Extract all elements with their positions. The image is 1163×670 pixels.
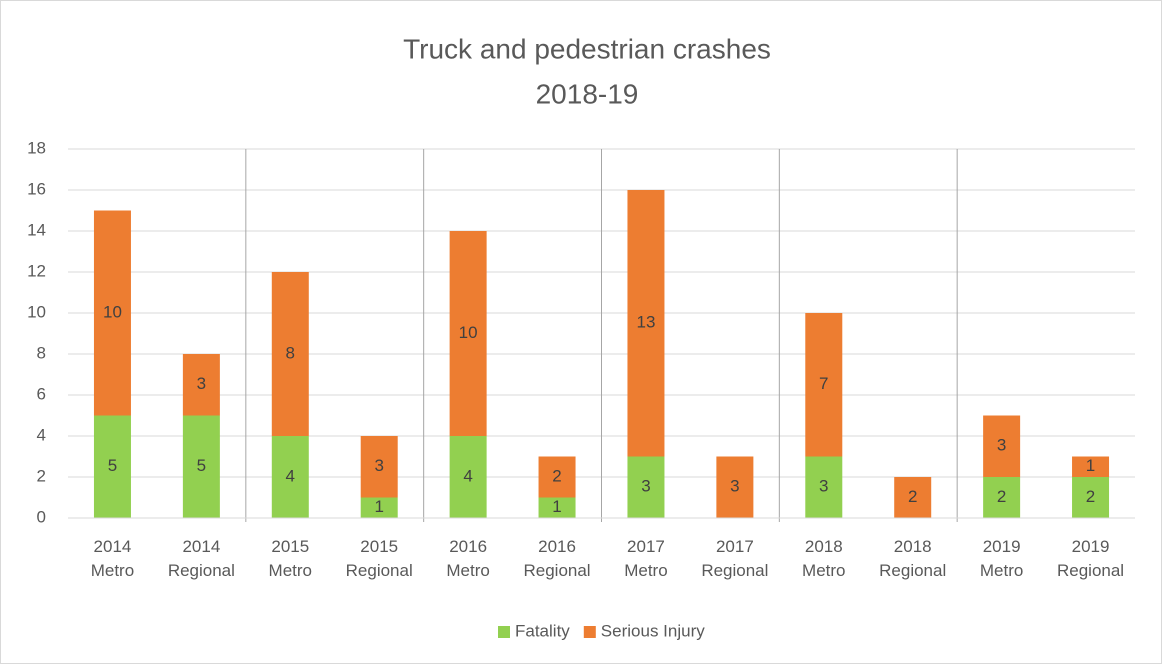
x-tick-label-line: 2016 — [538, 537, 576, 556]
x-tick-label-line: 2017 — [716, 537, 754, 556]
x-tick-label-line: Metro — [269, 561, 312, 580]
bar-segment — [805, 313, 843, 457]
x-tick-label-line: Metro — [446, 561, 489, 580]
x-tick-label: 2015 Regional — [346, 537, 413, 580]
data-label: 3 — [819, 477, 828, 496]
x-tick-label-line: 2019 — [983, 537, 1021, 556]
y-tick-label: 16 — [27, 179, 46, 198]
y-tick-label: 6 — [37, 384, 46, 403]
x-tick-label-line: 2015 — [271, 537, 309, 556]
bar-segment — [538, 456, 576, 498]
bar-segment — [449, 436, 487, 518]
data-label: 8 — [286, 343, 295, 362]
bar-segment — [538, 497, 576, 518]
data-label: 10 — [459, 323, 478, 342]
bar-segment — [360, 436, 398, 498]
data-label: 3 — [374, 456, 383, 475]
x-tick-label-line: 2019 — [1072, 537, 1110, 556]
legend-swatch — [583, 626, 596, 638]
data-label: 3 — [641, 477, 650, 496]
data-label: 3 — [997, 436, 1006, 455]
bar-segment — [449, 231, 487, 436]
x-tick-label: 2016 Metro — [446, 537, 489, 580]
x-tick-label-line: 2017 — [627, 537, 665, 556]
y-tick-label: 4 — [37, 425, 46, 444]
y-tick-label: 8 — [37, 343, 46, 362]
x-tick-label-line: 2014 — [94, 537, 132, 556]
bar-segment — [983, 477, 1021, 518]
data-label: 7 — [819, 374, 828, 393]
data-label: 13 — [636, 313, 655, 332]
bar-segment — [1072, 456, 1110, 477]
y-tick-label: 12 — [27, 261, 46, 280]
bar-segment — [271, 272, 309, 436]
data-label: 3 — [730, 477, 739, 496]
x-tick-label: 2016 Regional — [523, 537, 590, 580]
data-label: 1 — [1086, 456, 1095, 475]
bar-segment — [271, 436, 309, 518]
x-tick-label: 2018 Metro — [802, 537, 845, 580]
bar-segment — [627, 190, 665, 457]
x-tick-label-line: 2016 — [449, 537, 487, 556]
legend-label: Fatality — [515, 621, 570, 640]
x-tick-label-line: Regional — [1057, 561, 1124, 580]
legend-swatch — [498, 626, 510, 638]
data-label: 10 — [103, 302, 122, 321]
x-tick-label-line: 2014 — [182, 537, 220, 556]
data-label: 1 — [374, 497, 383, 516]
x-tick-label: 2017 Metro — [624, 537, 667, 580]
data-label: 5 — [197, 456, 206, 475]
y-tick-label: 0 — [37, 507, 46, 526]
x-tick-label-line: Metro — [91, 561, 134, 580]
bar-segment — [716, 456, 754, 518]
data-label: 5 — [108, 456, 117, 475]
data-label: 1 — [552, 497, 561, 516]
chart-title: Truck and pedestrian crashes — [403, 33, 771, 64]
x-tick-label-line: Regional — [879, 561, 946, 580]
bar-segment — [182, 354, 220, 416]
data-label: 4 — [286, 466, 295, 485]
bar-segment — [805, 456, 843, 518]
data-label: 2 — [908, 487, 917, 506]
x-tick-label: 2018 Regional — [879, 537, 946, 580]
x-tick-label-line: Regional — [701, 561, 768, 580]
x-tick-label: 2019 Metro — [980, 537, 1023, 580]
x-tick-label-line: Regional — [346, 561, 413, 580]
x-tick-label-line: Metro — [980, 561, 1023, 580]
data-label: 3 — [197, 374, 206, 393]
bar-segment — [1072, 477, 1110, 518]
bar-segment — [182, 415, 220, 518]
x-tick-label-line: 2018 — [805, 537, 843, 556]
x-tick-label-line: Metro — [624, 561, 667, 580]
x-tick-label-line: 2018 — [894, 537, 932, 556]
data-label: 2 — [1086, 487, 1095, 506]
bar-segment — [93, 415, 131, 518]
chart-subtitle: 2018-19 — [536, 78, 639, 109]
x-tick-label: 2017 Regional — [701, 537, 768, 580]
x-tick-label-line: Regional — [523, 561, 590, 580]
x-tick-label: 2019 Regional — [1057, 537, 1124, 580]
y-tick-label: 2 — [37, 466, 46, 485]
y-tick-label: 18 — [27, 138, 46, 157]
x-tick-label: 2015 Metro — [269, 537, 312, 580]
bar-segment — [894, 477, 932, 518]
x-tick-label-line: 2015 — [360, 537, 398, 556]
bar-segment — [360, 497, 398, 518]
data-label: 2 — [552, 466, 561, 485]
bar-segment — [627, 456, 665, 518]
data-label: 2 — [997, 487, 1006, 506]
legend-label: Serious Injury — [601, 621, 705, 640]
y-tick-label: 14 — [27, 220, 46, 239]
x-tick-label-line: Regional — [168, 561, 235, 580]
y-tick-label: 10 — [27, 302, 46, 321]
x-tick-label: 2014 Regional — [168, 537, 235, 580]
x-tick-label: 2014 Metro — [91, 537, 134, 580]
x-tick-label-line: Metro — [802, 561, 845, 580]
data-label: 4 — [463, 466, 472, 485]
bar-segment — [983, 415, 1021, 477]
bar-segment — [93, 210, 131, 416]
